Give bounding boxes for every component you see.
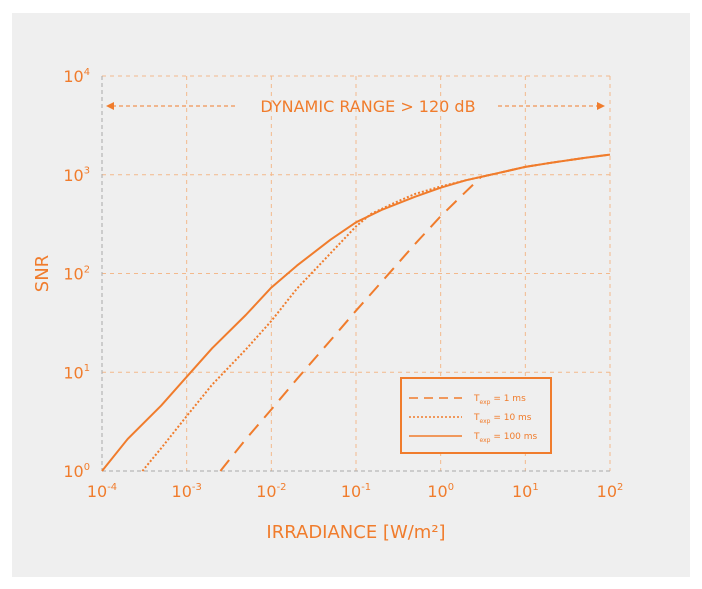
- dynamic-range-arrowhead-right: [597, 102, 605, 110]
- y-tick-label: 101: [63, 363, 90, 382]
- y-tick-label: 104: [63, 67, 90, 86]
- x-tick-label: 10-3: [172, 482, 202, 501]
- x-tick-label: 10-2: [256, 482, 286, 501]
- y-tick-label: 103: [63, 166, 90, 185]
- y-tick-label: 102: [63, 264, 90, 283]
- x-tick-label: 102: [597, 482, 624, 501]
- x-tick-label: 101: [512, 482, 539, 501]
- y-axis-label: SNR: [32, 255, 53, 292]
- x-tick-labels: 10-4 10-3 10-2 10-1 100 101 102: [87, 482, 623, 501]
- x-tick-label: 10-4: [87, 482, 117, 501]
- legend: Texp = 1 ms Texp = 10 ms Texp = 100 ms: [400, 377, 552, 454]
- legend-box: [400, 377, 552, 454]
- legend-label: Texp = 1 ms: [473, 394, 526, 406]
- x-tick-label: 10-1: [341, 482, 371, 501]
- x-axis-label: IRRADIANCE [W/m²]: [266, 522, 445, 543]
- series-line-solid: [101, 153, 611, 472]
- legend-label: Texp = 10 ms: [473, 413, 532, 425]
- legend-label: Texp = 100 ms: [473, 432, 538, 444]
- x-tick-label: 100: [427, 482, 454, 501]
- dynamic-range-label: DYNAMIC RANGE > 120 dB: [260, 97, 475, 116]
- chart-panel: [12, 13, 690, 577]
- y-tick-labels: 100 101 102 103 104: [63, 67, 90, 481]
- series-line-dashed: [219, 153, 611, 472]
- dynamic-range-arrowhead-left: [106, 102, 114, 110]
- y-tick-label: 100: [63, 462, 90, 481]
